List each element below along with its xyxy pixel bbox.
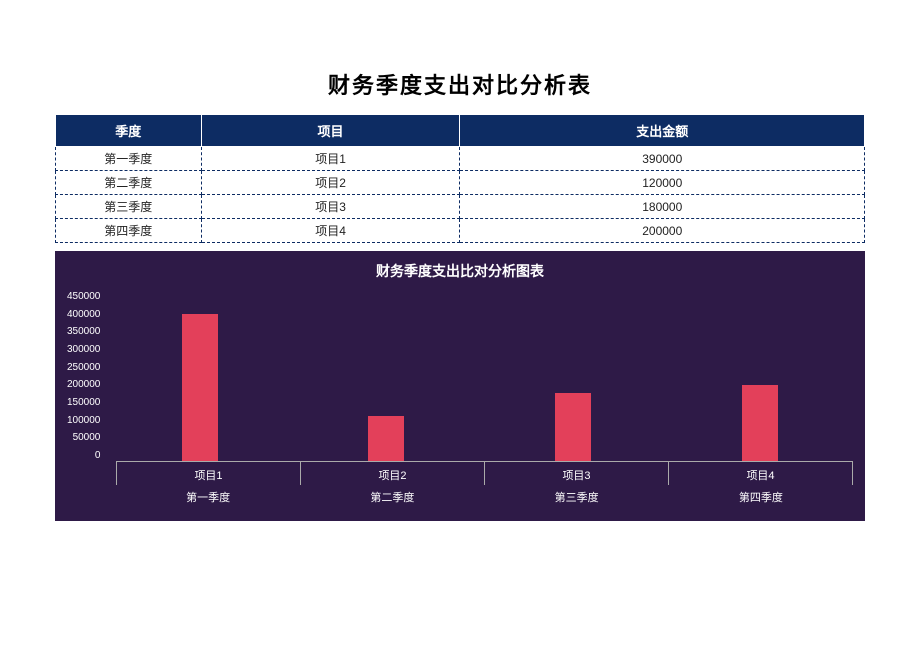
chart-body: 450000 400000 350000 300000 250000 20000… xyxy=(67,291,853,461)
col-header-amount: 支出金额 xyxy=(460,115,865,147)
cell-project: 项目1 xyxy=(201,147,460,171)
bar xyxy=(182,314,218,461)
x-label-quarter: 第一季度 xyxy=(116,485,300,505)
cell-quarter: 第三季度 xyxy=(56,195,202,219)
cell-quarter: 第四季度 xyxy=(56,219,202,243)
page-title: 财务季度支出对比分析表 xyxy=(55,68,865,100)
cell-project: 项目4 xyxy=(201,219,460,243)
bar xyxy=(368,416,404,461)
bar-chart: 财务季度支出比对分析图表 450000 400000 350000 300000… xyxy=(55,251,865,521)
cell-amount: 180000 xyxy=(460,195,865,219)
y-tick: 0 xyxy=(95,450,101,461)
bars-row xyxy=(106,291,853,461)
col-header-quarter: 季度 xyxy=(56,115,202,147)
y-tick: 150000 xyxy=(67,397,100,408)
y-tick: 300000 xyxy=(67,344,100,355)
x-label-project: 项目2 xyxy=(301,462,485,485)
col-header-project: 项目 xyxy=(201,115,460,147)
x-label-project: 项目4 xyxy=(669,462,853,485)
plot-area xyxy=(106,291,853,461)
y-tick: 400000 xyxy=(67,309,100,320)
y-tick: 100000 xyxy=(67,415,100,426)
cell-quarter: 第一季度 xyxy=(56,147,202,171)
bar xyxy=(555,393,591,461)
y-axis: 450000 400000 350000 300000 250000 20000… xyxy=(67,291,106,461)
table-row: 第四季度 项目4 200000 xyxy=(56,219,865,243)
x-axis-quarters: 第一季度 第二季度 第三季度 第四季度 xyxy=(116,485,853,505)
cell-project: 项目3 xyxy=(201,195,460,219)
bar-slot xyxy=(666,291,853,461)
bar-slot xyxy=(480,291,667,461)
data-table: 季度 项目 支出金额 第一季度 项目1 390000 第二季度 项目2 1200… xyxy=(55,114,865,243)
cell-amount: 200000 xyxy=(460,219,865,243)
x-label-quarter: 第四季度 xyxy=(669,485,853,505)
bar xyxy=(742,385,778,461)
x-axis-projects: 项目1 项目2 项目3 项目4 xyxy=(116,461,853,485)
x-label-quarter: 第三季度 xyxy=(485,485,669,505)
bar-slot xyxy=(106,291,293,461)
table-row: 第二季度 项目2 120000 xyxy=(56,171,865,195)
bar-slot xyxy=(293,291,480,461)
chart-title: 财务季度支出比对分析图表 xyxy=(67,261,853,281)
cell-quarter: 第二季度 xyxy=(56,171,202,195)
y-tick: 50000 xyxy=(73,432,101,443)
x-label-quarter: 第二季度 xyxy=(300,485,484,505)
table-row: 第一季度 项目1 390000 xyxy=(56,147,865,171)
table-row: 第三季度 项目3 180000 xyxy=(56,195,865,219)
cell-amount: 390000 xyxy=(460,147,865,171)
x-label-project: 项目3 xyxy=(485,462,669,485)
y-tick: 450000 xyxy=(67,291,100,302)
table-header-row: 季度 项目 支出金额 xyxy=(56,115,865,147)
x-label-project: 项目1 xyxy=(116,462,301,485)
y-tick: 350000 xyxy=(67,326,100,337)
cell-amount: 120000 xyxy=(460,171,865,195)
cell-project: 项目2 xyxy=(201,171,460,195)
y-tick: 200000 xyxy=(67,379,100,390)
y-tick: 250000 xyxy=(67,362,100,373)
